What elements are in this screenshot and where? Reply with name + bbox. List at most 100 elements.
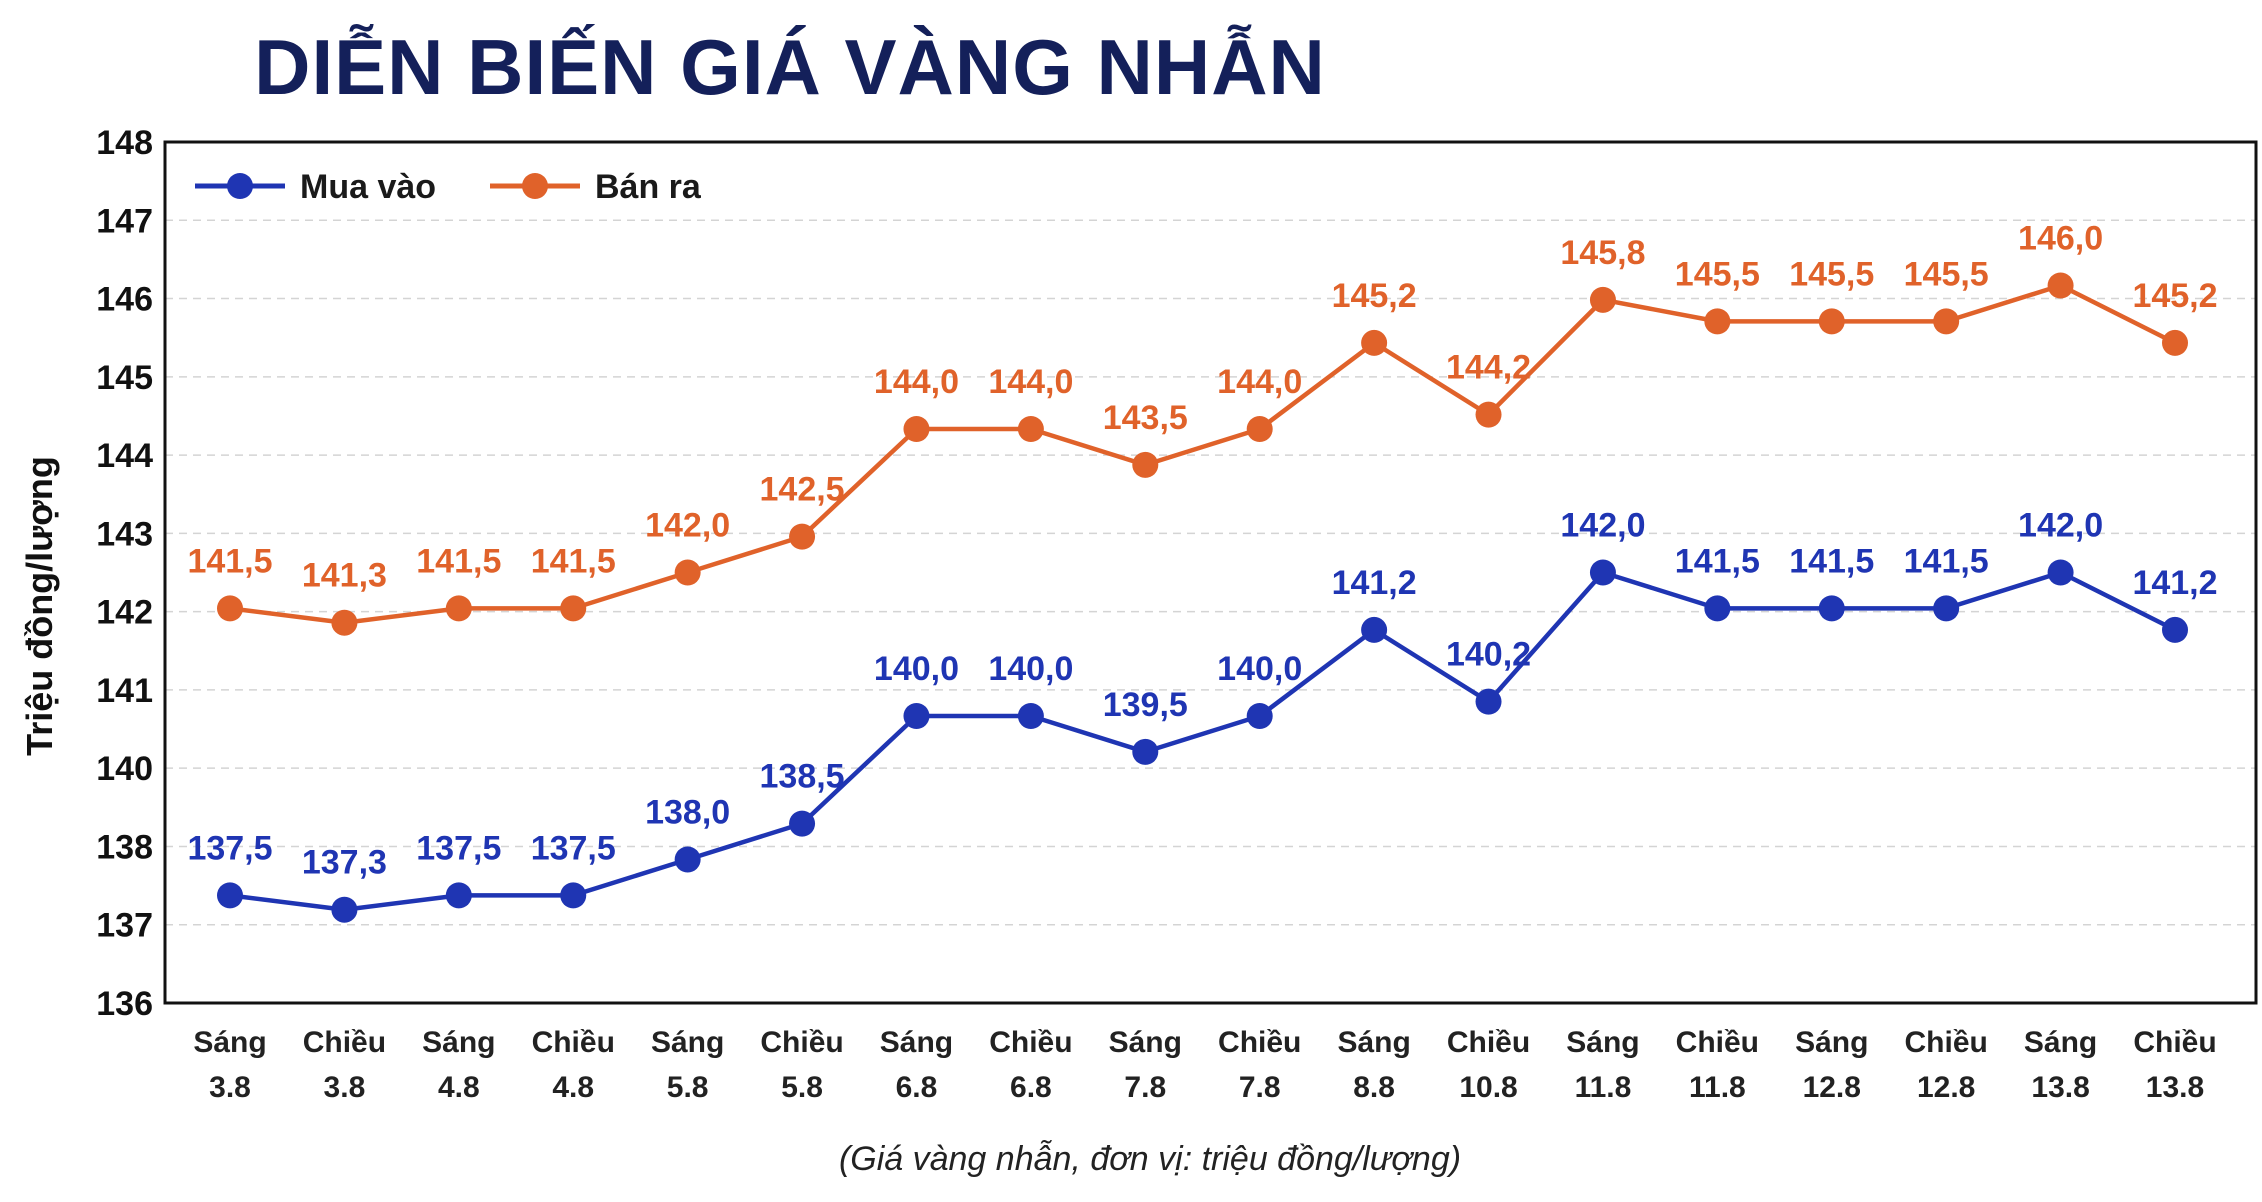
y-tick-label: 144 <box>96 437 153 475</box>
data-label: 145,2 <box>1332 277 1417 315</box>
x-tick-label-period: Chiều <box>2133 1026 2216 1059</box>
data-label: 137,5 <box>416 829 501 867</box>
data-point <box>331 896 358 923</box>
data-label: 140,2 <box>1446 636 1531 674</box>
data-label: 141,5 <box>1789 542 1874 580</box>
x-tick-label-date: 3.8 <box>209 1071 251 1104</box>
x-tick-label-date: 6.8 <box>896 1071 938 1104</box>
x-tick-label-period: Chiều <box>760 1026 843 1059</box>
x-tick-label-date: 7.8 <box>1124 1071 1166 1104</box>
y-tick-label: 142 <box>96 594 153 632</box>
data-point <box>1017 416 1044 442</box>
data-label: 145,5 <box>1789 255 1874 293</box>
data-point <box>789 523 816 550</box>
data-point <box>560 595 587 622</box>
x-tick-label-date: 11.8 <box>1689 1071 1746 1104</box>
data-label: 145,2 <box>2132 277 2217 315</box>
y-tick-label: 138 <box>96 828 153 866</box>
data-label: 141,5 <box>531 542 616 580</box>
data-point <box>1361 329 1388 356</box>
legend-label: Bán ra <box>595 168 702 206</box>
data-label: 146,0 <box>2018 220 2103 258</box>
data-point <box>1246 703 1273 729</box>
x-tick-label-date: 13.8 <box>2031 1071 2089 1104</box>
data-label: 139,5 <box>1103 686 1188 724</box>
y-tick-label: 146 <box>96 281 153 319</box>
x-axis-ticks: Sáng 3.8 Chiều 3.8 Sáng 4.8 Chiều 4.8 Sáng 5.8 Chi… <box>193 1026 2216 1104</box>
data-label: 138,0 <box>645 794 730 832</box>
data-label: 142,0 <box>2018 507 2103 545</box>
data-label: 140,0 <box>874 650 959 688</box>
data-point <box>1704 308 1731 335</box>
data-point <box>217 595 243 622</box>
x-tick-label-date: 6.8 <box>1010 1071 1052 1104</box>
data-label: 142,0 <box>645 507 730 545</box>
data-point <box>1475 401 1502 428</box>
data-point <box>2047 559 2074 586</box>
plot-frame <box>163 140 2258 1005</box>
x-tick-label-period: Chiều <box>532 1026 615 1059</box>
legend-marker <box>522 173 548 199</box>
data-label: 137,5 <box>187 829 272 867</box>
x-tick-label-period: Sáng <box>880 1026 953 1059</box>
x-tick-label-period: Chiều <box>303 1026 386 1059</box>
y-tick-label: 136 <box>96 985 153 1023</box>
data-label: 141,2 <box>2132 564 2217 602</box>
x-tick-label-period: Chiều <box>1447 1026 1530 1059</box>
x-tick-label-period: Sáng <box>193 1026 266 1059</box>
x-tick-label-date: 8.8 <box>1353 1071 1395 1104</box>
x-tick-label-period: Sáng <box>1566 1026 1639 1059</box>
data-point <box>331 609 358 636</box>
data-point <box>903 703 930 729</box>
data-point <box>1704 595 1731 622</box>
data-label: 145,8 <box>1560 234 1645 272</box>
y-tick-label: 145 <box>96 359 153 397</box>
x-tick-label-date: 10.8 <box>1459 1071 1517 1104</box>
y-tick-label: 140 <box>96 750 153 788</box>
data-label: 140,0 <box>1217 650 1302 688</box>
data-point <box>560 882 587 909</box>
data-label: 144,0 <box>1217 363 1302 401</box>
data-point <box>1933 595 1960 622</box>
y-axis-ticks: 136 137 138 140 141 142 143 144 145 146 147 148 <box>96 124 153 1023</box>
x-tick-label-date: 7.8 <box>1239 1071 1281 1104</box>
data-label: 143,5 <box>1103 399 1188 437</box>
data-point <box>1475 688 1502 715</box>
data-label: 141,5 <box>1675 542 1760 580</box>
legend: Mua vào Bán ra <box>195 168 702 206</box>
y-tick-label: 147 <box>96 202 153 240</box>
data-point <box>789 810 816 837</box>
data-point <box>1589 286 1616 313</box>
y-tick-label: 143 <box>96 515 153 553</box>
grid-layer <box>165 219 2256 926</box>
x-tick-label-period: Chiều <box>1676 1026 1759 1059</box>
data-point <box>1132 451 1159 478</box>
x-tick-label-period: Sáng <box>1337 1026 1410 1059</box>
y-axis-label: Triệu đồng/lượng <box>19 456 60 756</box>
x-tick-label-date: 4.8 <box>552 1071 594 1104</box>
x-tick-label-period: Chiều <box>1905 1026 1988 1059</box>
data-label: 137,5 <box>531 829 616 867</box>
data-point <box>903 416 930 442</box>
data-label: 144,0 <box>874 363 959 401</box>
x-tick-label-date: 12.8 <box>1917 1071 1975 1104</box>
data-point <box>445 595 472 622</box>
series-line <box>229 283 2177 625</box>
series-mua-vao: 137,5 137,3 137,5 137,5 138,0 138,5 140,0 140,0… <box>187 507 2218 923</box>
legend-item: Mua vào <box>195 168 436 206</box>
data-label: 137,3 <box>302 844 387 882</box>
data-label: 145,5 <box>1904 255 1989 293</box>
legend-item: Bán ra <box>490 168 702 206</box>
data-point <box>1818 308 1845 335</box>
data-label: 141,5 <box>1904 542 1989 580</box>
data-label: 144,0 <box>988 363 1073 401</box>
data-point <box>1933 308 1960 335</box>
data-point <box>2047 272 2074 299</box>
x-tick-label-date: 3.8 <box>324 1071 366 1104</box>
data-point <box>674 559 701 586</box>
x-tick-label-period: Chiều <box>989 1026 1072 1059</box>
data-point <box>1589 559 1616 586</box>
series-layer: 137,5 137,3 137,5 137,5 138,0 138,5 140,0 140,0… <box>187 220 2218 923</box>
data-point <box>2162 616 2188 643</box>
